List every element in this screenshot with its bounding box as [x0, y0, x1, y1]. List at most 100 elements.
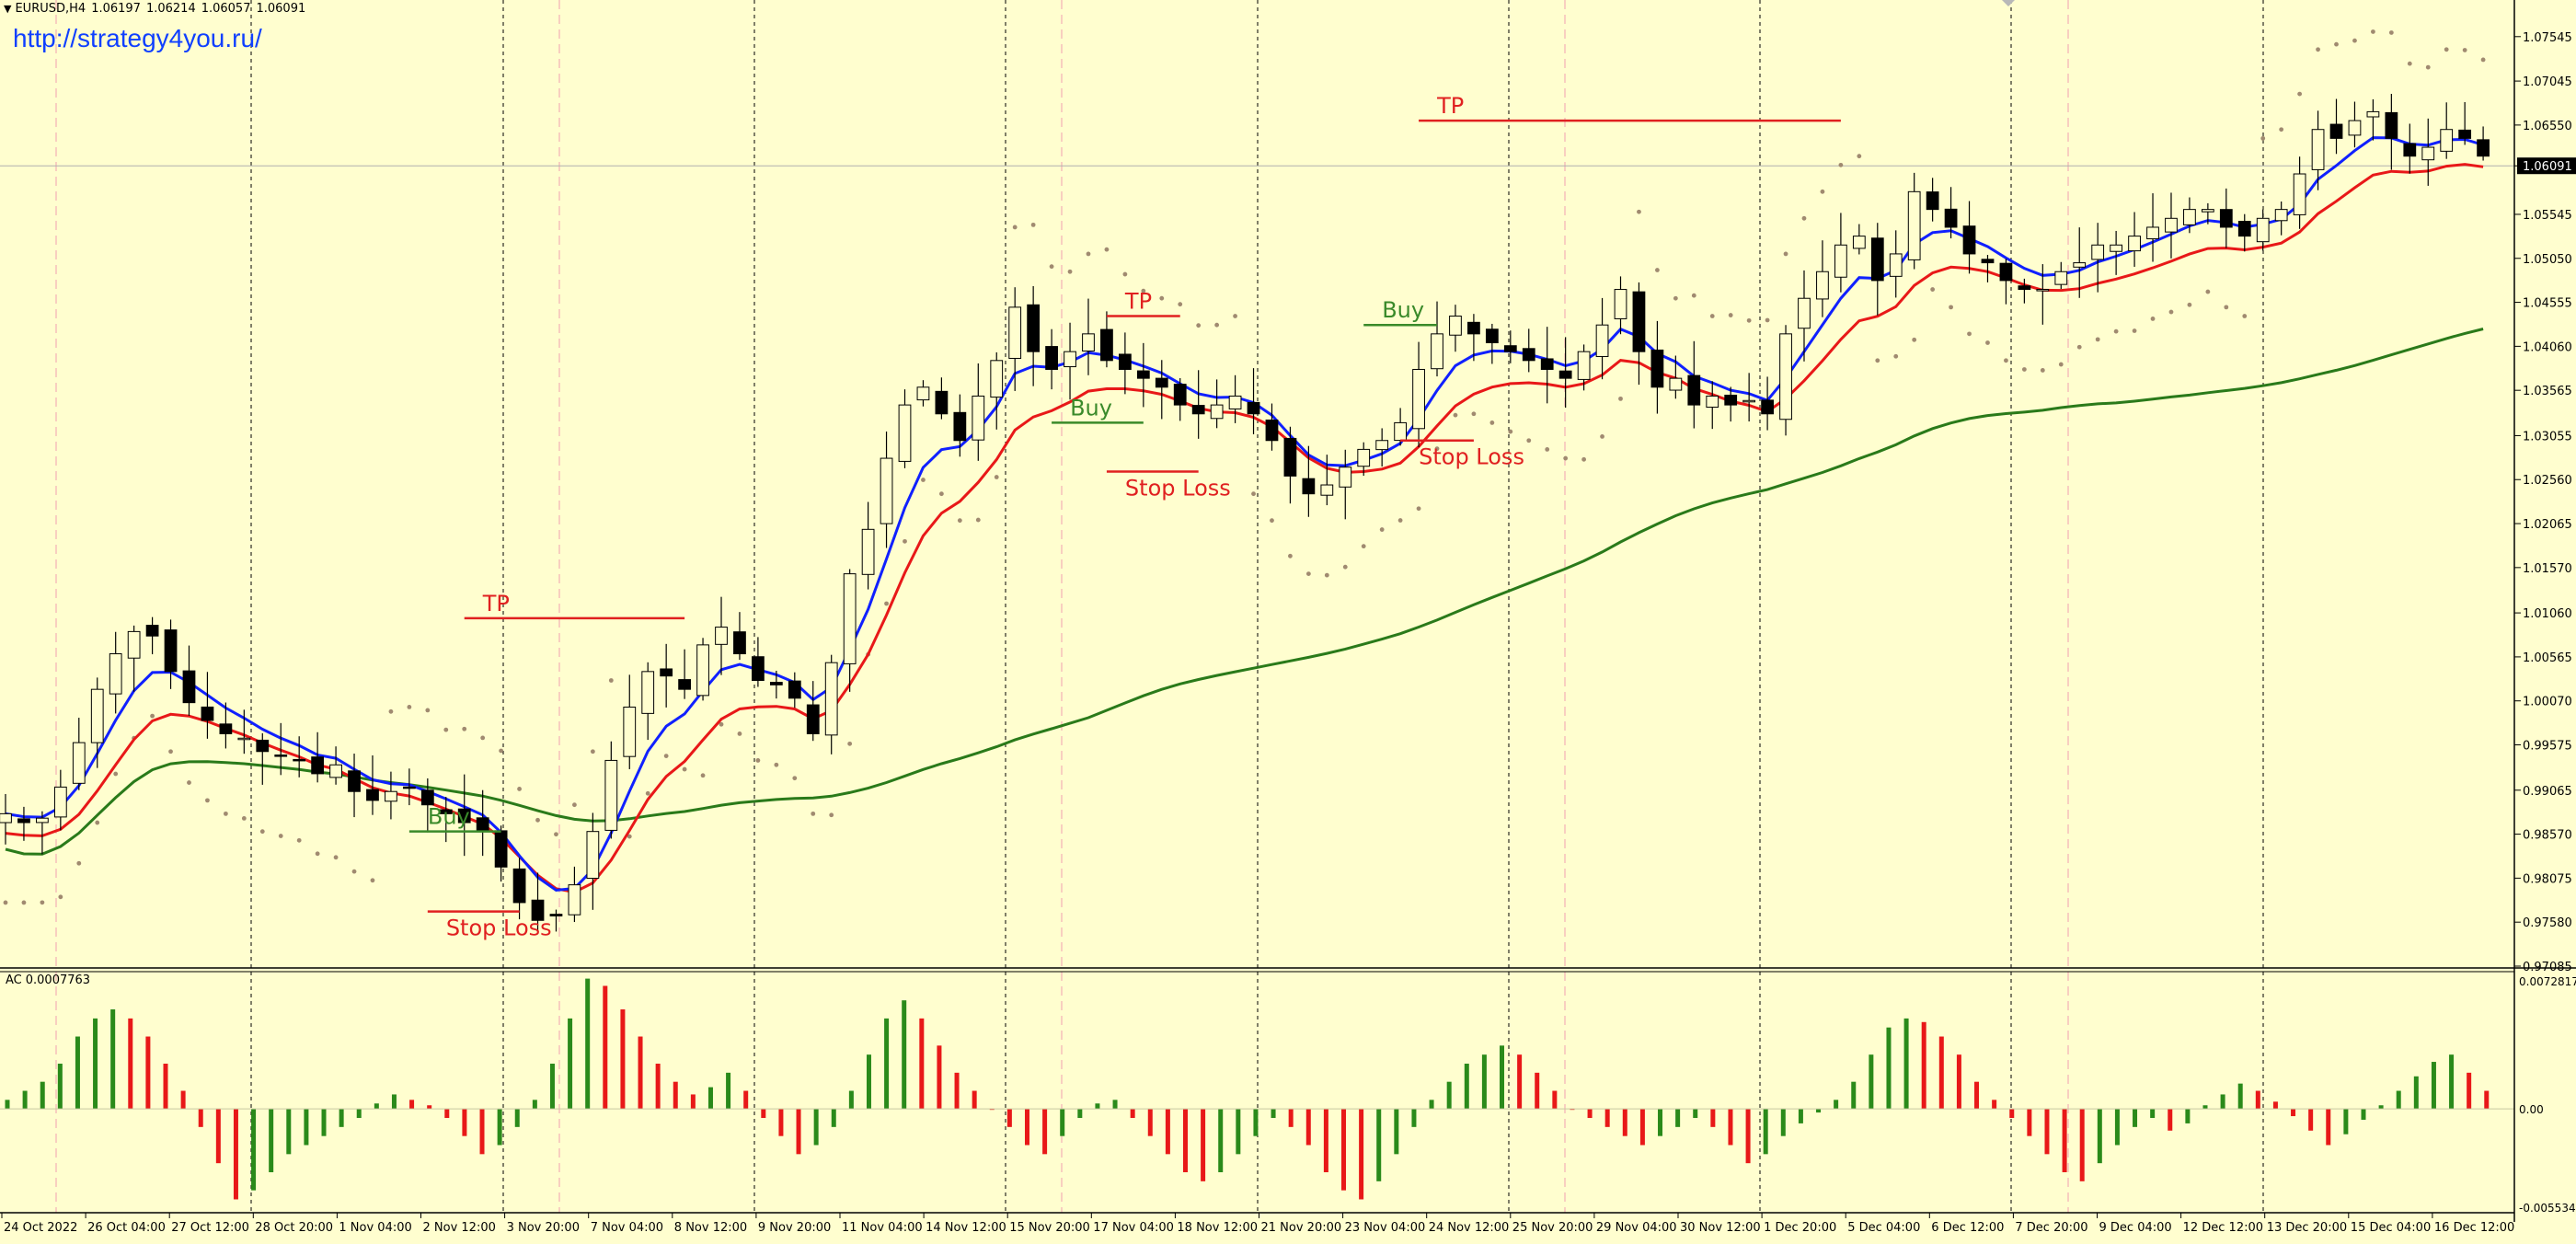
bear-candle	[2219, 209, 2233, 228]
sar-dot	[663, 754, 669, 758]
ac-bar-up	[1429, 1100, 1434, 1110]
bull-candle	[2146, 226, 2159, 240]
bear-candle	[1503, 345, 1517, 352]
bull-candle	[1431, 333, 1443, 370]
ac-bar-down	[198, 1109, 203, 1127]
ac-bar-up	[40, 1081, 45, 1110]
ac-bar-down	[1974, 1081, 1980, 1110]
bear-candle	[311, 756, 325, 775]
sar-dot	[1178, 302, 1183, 307]
price-tick-label: 0.97580	[2523, 916, 2572, 930]
ac-bar-down	[128, 1018, 133, 1110]
ac-bar-up	[1834, 1100, 1839, 1110]
time-tick-label: 6 Dec 12:00	[1931, 1221, 2004, 1235]
ac-bar-down	[638, 1036, 643, 1110]
price-tick-label: 1.02065	[2523, 518, 2572, 532]
ac-bar-up	[1798, 1109, 1803, 1123]
bull-candle	[604, 759, 618, 831]
bull-candle	[90, 688, 104, 743]
sar-dot	[517, 787, 522, 791]
ac-bar-up	[1903, 1018, 1909, 1110]
ac-bar-up	[866, 1054, 871, 1110]
scroll-marker-icon[interactable]	[2002, 0, 2015, 6]
price-tick-label: 0.98075	[2523, 872, 2572, 886]
ac-header: AC 0.0007763	[6, 973, 94, 987]
bear-candle	[2477, 139, 2490, 157]
sar-dot	[1985, 340, 1990, 345]
ac-bar-down	[1288, 1109, 1294, 1127]
sar-dot	[2040, 368, 2045, 373]
bear-candle	[1118, 353, 1132, 370]
ac-bar-up	[726, 1072, 731, 1110]
sar-dot	[241, 815, 247, 821]
sar-dot	[2425, 64, 2431, 70]
bull-candle	[1852, 236, 1866, 249]
ac-bar-up	[2361, 1109, 2366, 1120]
sar-dot	[2444, 47, 2449, 52]
ac-bar-up	[549, 1064, 555, 1110]
bear-candle	[457, 808, 471, 824]
dropdown-triangle-icon[interactable]: ▼	[4, 3, 12, 15]
bear-candle	[512, 868, 526, 904]
bear-candle	[1558, 370, 1572, 379]
time-tick-label: 7 Dec 20:00	[2015, 1221, 2087, 1235]
sar-dot	[150, 713, 155, 719]
ac-bar-up	[391, 1094, 397, 1110]
bear-candle	[164, 629, 178, 673]
sar-dot	[2316, 47, 2320, 52]
ac-bar-down	[2009, 1109, 2015, 1119]
sar-dot	[40, 900, 45, 905]
time-axis: 24 Oct 2022 26 Oct 04:00 27 Oct 12:00 28 Oc…	[1, 1213, 2514, 1235]
sar-dot	[792, 776, 798, 781]
sar-dot	[811, 811, 816, 816]
sar-dot	[737, 731, 742, 736]
price-tick-label: 1.05050	[2523, 253, 2572, 267]
bull-candle	[2293, 173, 2306, 215]
ac-bar-up	[1780, 1109, 1786, 1136]
sar-dot	[1159, 295, 1165, 301]
sar-dot	[223, 811, 228, 816]
sar-dot	[1489, 420, 1495, 425]
sar-dot	[1691, 293, 1696, 298]
ac-bar-down	[796, 1109, 801, 1155]
price-tick-label: 1.01060	[2523, 607, 2572, 621]
bull-candle	[1320, 484, 1334, 496]
sar-dot	[1709, 314, 1715, 318]
sar-dot	[1196, 323, 1202, 328]
sar-dot	[2224, 305, 2229, 310]
bull-candle	[2311, 129, 2325, 170]
ac-bar-down	[2326, 1109, 2331, 1146]
bear-candle	[402, 786, 416, 789]
moving-averages	[5, 136, 2484, 894]
sar-dot	[1508, 429, 1513, 434]
bear-candle	[678, 679, 691, 690]
bull-candle	[1082, 333, 1095, 352]
site-link[interactable]: http://strategy4you.ru/	[13, 24, 262, 52]
price-tick-label: 0.97085	[2523, 961, 2572, 974]
ac-bar-down	[919, 1018, 925, 1110]
sar-dot	[535, 817, 540, 823]
bull-candle	[1834, 244, 1847, 278]
sar-dot	[755, 758, 761, 763]
bull-candle	[1577, 351, 1591, 380]
slow-ma-line	[5, 163, 2484, 894]
time-tick-label: 29 Nov 04:00	[1596, 1221, 1677, 1235]
sar-dot	[1949, 305, 1953, 310]
sar-dot	[1086, 251, 1091, 257]
bear-candle	[219, 723, 233, 734]
bear-candle	[660, 668, 673, 677]
sar-dot	[2352, 38, 2357, 43]
bear-candle	[1632, 291, 1646, 352]
bear-candle	[1981, 259, 1995, 264]
ac-bar-up	[585, 978, 591, 1110]
bear-candle	[348, 770, 361, 792]
sar-dot	[1214, 322, 1220, 328]
ac-axis: 0.0072817 0.00 -0.0055347	[2519, 975, 2576, 1215]
sar-dot	[2388, 30, 2394, 35]
ac-bar-up	[568, 1018, 573, 1110]
bear-candle	[2403, 143, 2417, 157]
bear-candle	[1870, 237, 1884, 282]
ac-bar-up	[269, 1109, 274, 1173]
